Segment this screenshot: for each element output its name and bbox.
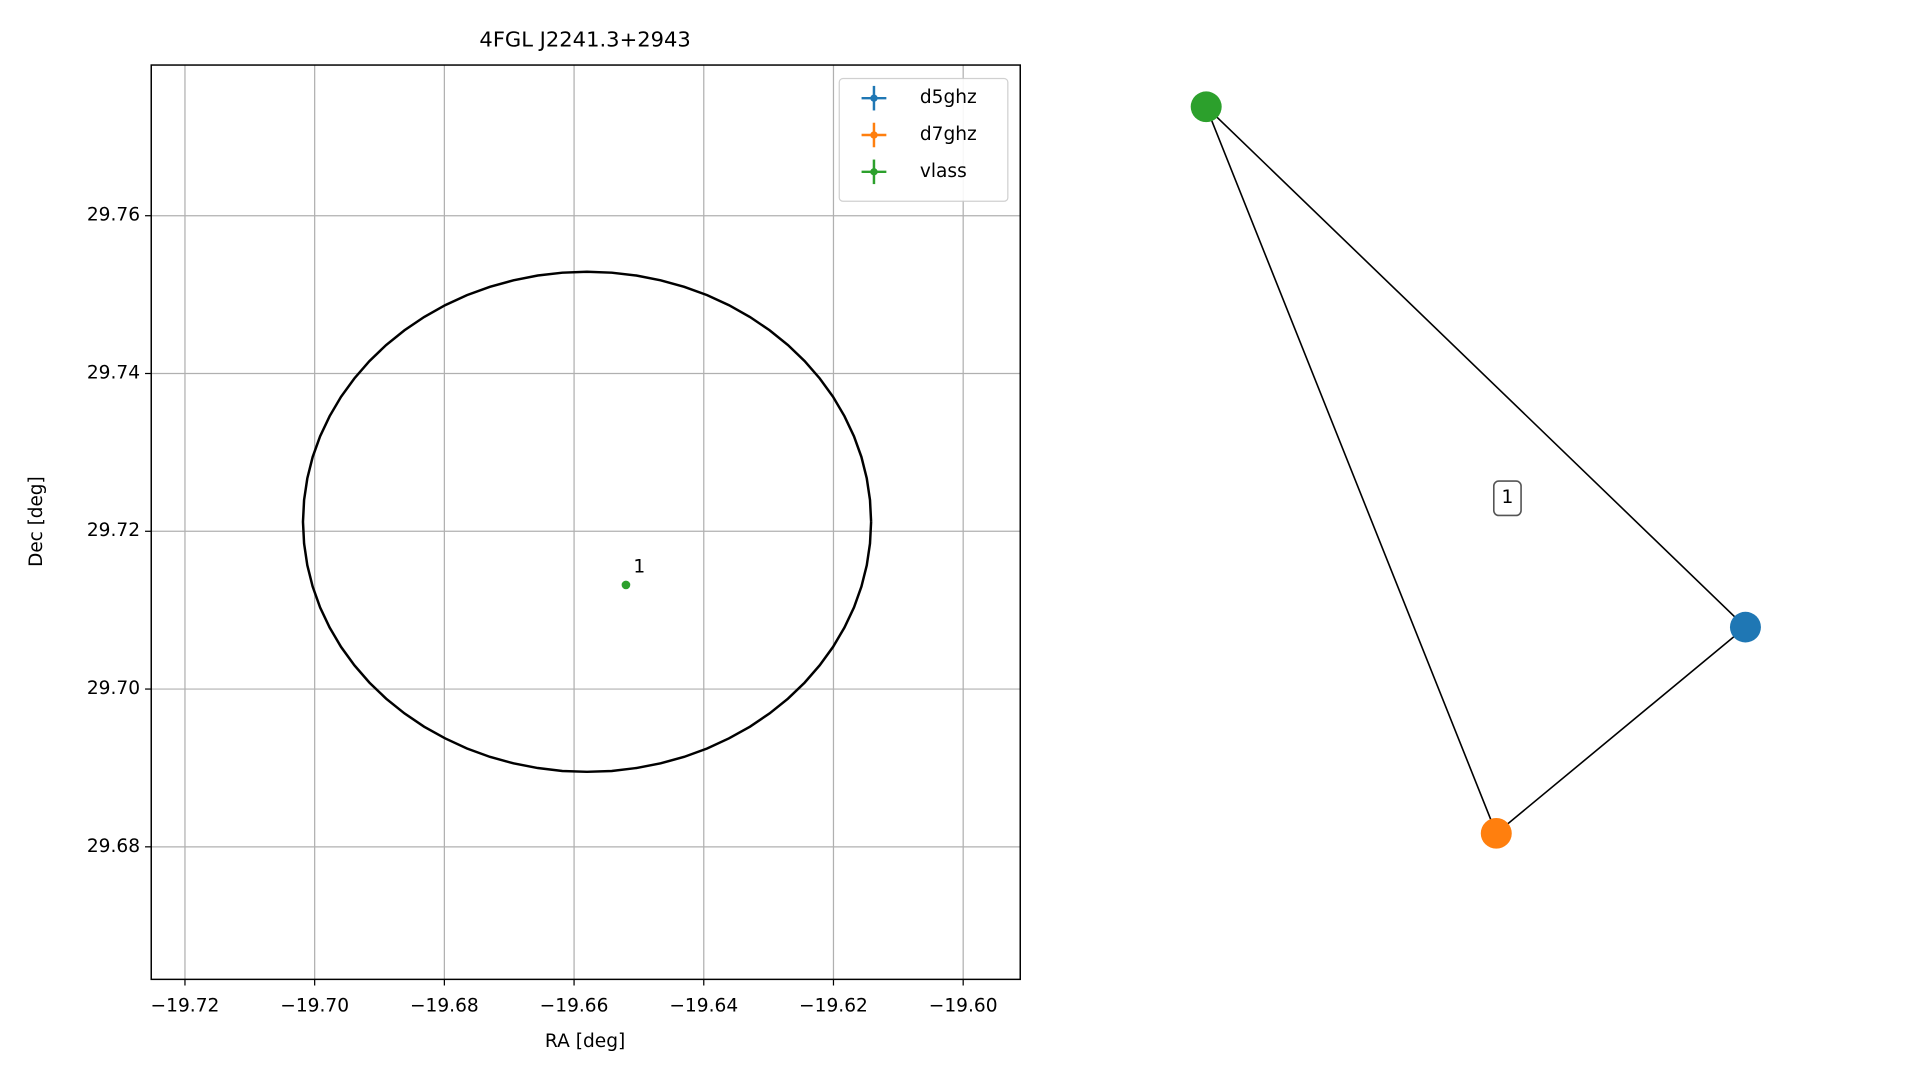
point-label: 1 — [633, 557, 645, 578]
legend-label: d7ghz — [920, 124, 977, 145]
y-axis-label: Dec [deg] — [26, 476, 47, 567]
y-tick-label: 29.68 — [87, 836, 140, 857]
legend-marker — [870, 168, 878, 176]
legend-label: d5ghz — [920, 87, 977, 108]
chart-title: 4FGL J2241.3+2943 — [479, 28, 690, 52]
legend-marker — [870, 131, 878, 139]
x-tick-label: −19.64 — [669, 995, 738, 1016]
x-tick-label: −19.66 — [540, 995, 609, 1016]
graph-label: 1 — [1502, 487, 1514, 508]
y-tick-label: 29.74 — [87, 363, 140, 384]
graph-label-box — [1492, 480, 1522, 517]
plot-frame — [150, 64, 1021, 981]
legend-label: vlass — [920, 161, 967, 182]
x-tick-label: −19.68 — [410, 995, 479, 1016]
graph-node — [1480, 817, 1512, 849]
legend-marker — [870, 94, 878, 102]
graph-edge — [1205, 106, 1747, 628]
y-tick-label: 29.70 — [87, 678, 140, 699]
graph-edge — [1495, 626, 1746, 834]
y-tick-label: 29.76 — [87, 205, 140, 226]
x-tick-label: −19.70 — [280, 995, 349, 1016]
x-tick-label: −19.60 — [929, 995, 998, 1016]
graph-edge — [1205, 106, 1498, 834]
graph-node — [1190, 91, 1222, 123]
y-tick-label: 29.72 — [87, 520, 140, 541]
x-axis-label: RA [deg] — [545, 1031, 625, 1052]
point — [621, 580, 631, 590]
error-ellipse — [301, 270, 873, 774]
graph-node — [1729, 611, 1761, 643]
x-tick-label: −19.72 — [151, 995, 220, 1016]
graph: 1 — [1190, 91, 1761, 849]
x-tick-label: −19.62 — [799, 995, 868, 1016]
